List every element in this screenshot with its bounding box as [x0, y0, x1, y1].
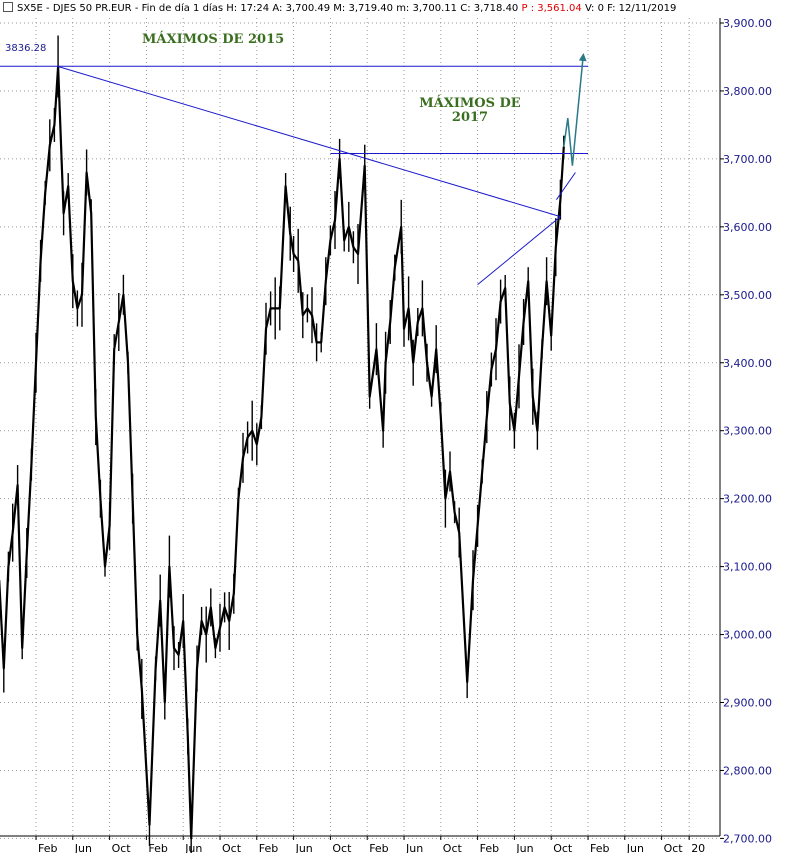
x-tick-label: Oct — [553, 842, 573, 853]
x-tick-label: Feb — [38, 842, 57, 853]
v-value: 0 — [597, 3, 604, 14]
a-label: A: — [272, 3, 283, 14]
x-tick-label: Jun — [184, 842, 202, 853]
mm-value: 3,700.11 — [412, 3, 458, 14]
y-tick-label: 3,600.00 — [723, 221, 772, 234]
x-tick-label: Oct — [112, 842, 132, 853]
chart-header: SX5E - DJES 50 PR.EUR - Fin de día 1 día… — [0, 0, 720, 18]
y-axis: 3,900.00 3,800.00 3,700.00 3,600.00 3,500.00… — [719, 17, 772, 845]
y-tick-label: 2,900.00 — [723, 697, 772, 710]
annotation-max-2015: MÁXIMOS DE 2015 — [142, 31, 284, 47]
x-tick-label: Jun — [74, 842, 92, 853]
c-label: C: — [460, 3, 471, 14]
grid — [0, 18, 720, 839]
y-tick-label: 3,000.00 — [723, 629, 772, 642]
trend-line — [556, 172, 576, 200]
price-line — [0, 65, 565, 840]
trend-lines — [0, 65, 588, 285]
p-value: 3,561.04 — [537, 3, 582, 14]
y-tick-label: 3,100.00 — [723, 561, 772, 574]
x-tick-label: Feb — [480, 842, 499, 853]
level-label: 3836.28 — [5, 43, 46, 54]
h-value: 17:24 — [240, 3, 270, 14]
v-label: V: — [584, 3, 595, 14]
price-series — [0, 35, 565, 853]
y-tick-label: 3,400.00 — [723, 357, 772, 370]
x-tick-label: Feb — [148, 842, 167, 853]
x-tick-label: Jun — [405, 842, 423, 853]
y-tick-label: 3,500.00 — [723, 289, 772, 302]
annotation-max-2017-line1: MÁXIMOS DE — [419, 95, 521, 111]
x-tick-label: Jun — [626, 842, 644, 853]
a-value: 3,700.49 — [285, 3, 331, 14]
y-tick-label: 2,700.00 — [723, 832, 772, 845]
x-tick-label: Oct — [443, 842, 463, 853]
symbol-label: SX5E - DJES 50 PR.EUR — [17, 3, 132, 14]
y-tick-label: 3,200.00 — [723, 493, 772, 506]
y-tick-label: 3,800.00 — [723, 85, 772, 98]
f-label: F: — [607, 3, 616, 14]
projection-arrow — [563, 53, 587, 166]
trend-line — [57, 66, 561, 218]
x-tick-label: Feb — [590, 842, 609, 853]
x-tick-label: Feb — [259, 842, 278, 853]
c-value: 3,718.40 — [473, 3, 519, 14]
m-label: M: — [333, 3, 346, 14]
mm-label: m: — [396, 3, 410, 14]
f-value: 12/11/2019 — [618, 3, 677, 14]
x-tick-label: Oct — [222, 842, 242, 853]
x-axis: Feb Jun Oct Feb Jun Oct Feb Jun Oct Feb Jun Oct Feb J… — [0, 835, 720, 853]
y-tick-label: 3,300.00 — [723, 425, 772, 438]
x-tick-label: 20 — [691, 842, 705, 853]
y-tick-label: 3,900.00 — [723, 17, 772, 30]
m-value: 3,719.40 — [348, 3, 393, 14]
header-checkbox[interactable] — [3, 2, 13, 12]
h-label: H: — [226, 3, 238, 14]
y-tick-label: 3,700.00 — [723, 153, 772, 166]
x-tick-label: Jun — [515, 842, 533, 853]
x-tick-label: Jun — [295, 842, 313, 853]
x-tick-label: Oct — [332, 842, 352, 853]
trend-line — [477, 216, 561, 285]
x-tick-label: Oct — [664, 842, 684, 853]
projection-line — [563, 53, 587, 166]
p-label: P : — [521, 3, 535, 14]
timeframe-label: Fin de día 1 días — [141, 3, 224, 14]
annotation-max-2017-line2: 2017 — [452, 110, 488, 125]
y-tick-label: 2,800.00 — [723, 764, 772, 777]
x-tick-label: Feb — [369, 842, 388, 853]
